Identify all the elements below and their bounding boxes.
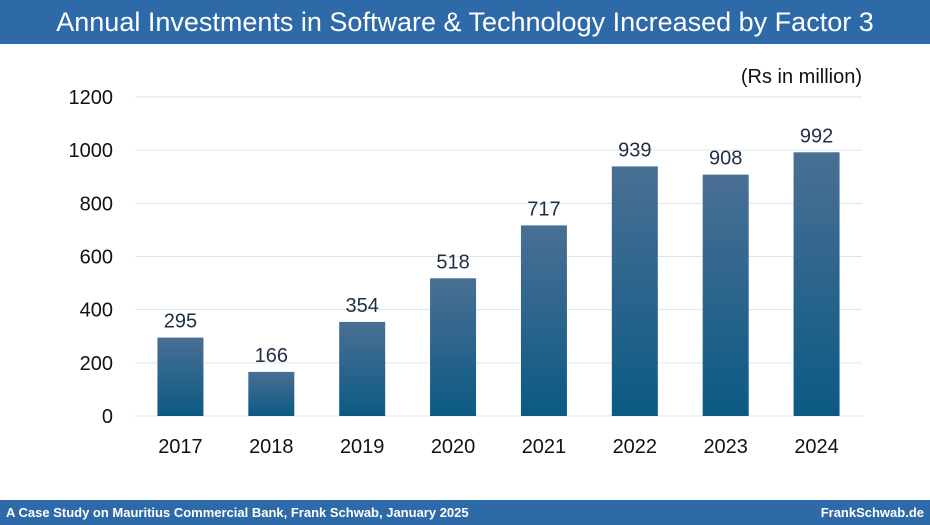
data-labels: 295 166 354 518 717 939 908 992 (164, 125, 834, 367)
x-axis-ticks: 2017 2018 2019 2020 2021 2022 2023 2024 (158, 436, 839, 458)
data-label-2020: 518 (436, 251, 469, 273)
y-tick-label: 0 (102, 406, 113, 428)
y-tick-label: 1200 (69, 87, 114, 109)
footer-citation: A Case Study on Mauritius Commercial Ban… (6, 505, 469, 520)
bar-2019 (339, 321, 386, 416)
bar-2023 (702, 174, 749, 416)
y-tick-label: 600 (80, 247, 113, 269)
x-tick-label-2024: 2024 (794, 436, 839, 458)
bar-2021 (520, 225, 567, 416)
unit-label: (Rs in million) (740, 66, 862, 88)
data-label-2019: 354 (346, 295, 379, 317)
y-tick-label: 1000 (69, 140, 114, 162)
bar-chart: 0 200 400 600 800 1000 1200 295 166 354 518 717 939… (69, 87, 862, 458)
x-tick-label-2021: 2021 (522, 436, 567, 458)
x-tick-label-2017: 2017 (158, 436, 203, 458)
y-axis-ticks: 0 200 400 600 800 1000 1200 (69, 87, 114, 428)
bar-2022 (611, 166, 658, 416)
x-tick-label-2018: 2018 (249, 436, 294, 458)
data-label-2018: 166 (255, 345, 288, 367)
data-label-2021: 717 (527, 198, 560, 220)
data-label-2017: 295 (164, 311, 197, 333)
y-tick-label: 400 (80, 300, 113, 322)
gridlines (135, 96, 862, 417)
y-tick-label: 200 (80, 353, 113, 375)
chart-title: Annual Investments in Software & Technol… (0, 0, 930, 44)
bar-2020 (430, 278, 477, 416)
data-label-2023: 908 (709, 148, 742, 170)
footer-website[interactable]: FrankSchwab.de (820, 505, 924, 520)
x-tick-label-2023: 2023 (703, 436, 748, 458)
y-tick-label: 800 (80, 193, 113, 215)
bar-2024 (793, 152, 840, 416)
data-label-2024: 992 (800, 125, 833, 147)
footer: A Case Study on Mauritius Commercial Ban… (0, 500, 930, 525)
x-tick-label-2019: 2019 (340, 436, 385, 458)
bar-2017 (157, 337, 204, 416)
bars (157, 152, 840, 416)
x-tick-label-2022: 2022 (613, 436, 658, 458)
x-tick-label-2020: 2020 (431, 436, 476, 458)
data-label-2022: 939 (618, 139, 651, 161)
bar-2018 (248, 371, 295, 416)
